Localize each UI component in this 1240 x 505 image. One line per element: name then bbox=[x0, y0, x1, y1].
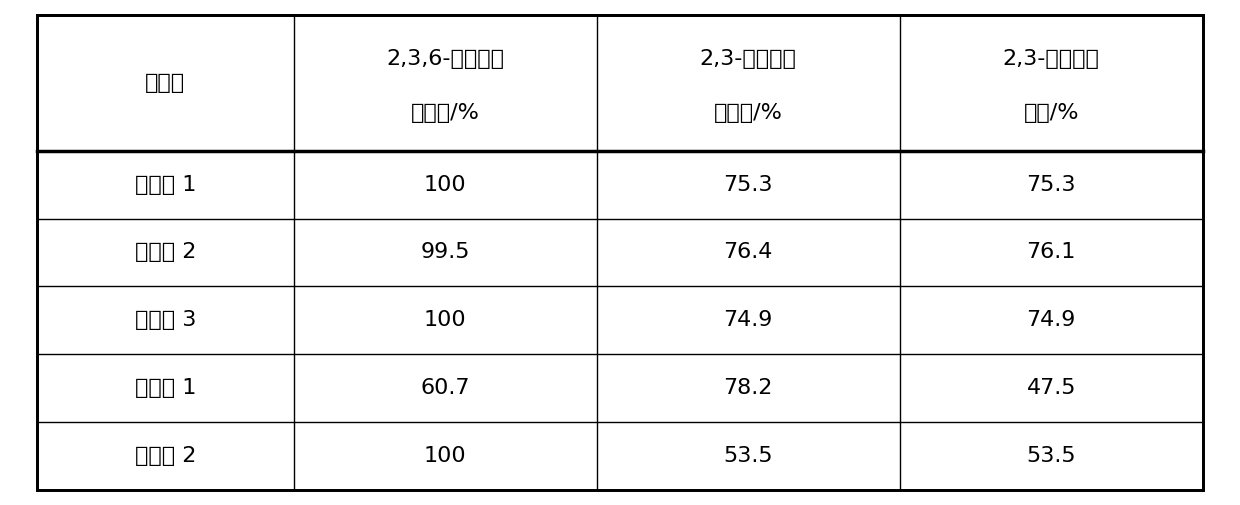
Text: 对比例 2: 对比例 2 bbox=[135, 446, 196, 466]
Text: 53.5: 53.5 bbox=[723, 446, 773, 466]
Text: 100: 100 bbox=[424, 446, 466, 466]
Text: 76.4: 76.4 bbox=[723, 242, 773, 263]
Text: 75.3: 75.3 bbox=[1027, 175, 1076, 195]
Text: 2,3,6-三氯吡啶: 2,3,6-三氯吡啶 bbox=[386, 48, 505, 69]
Text: 实施例 3: 实施例 3 bbox=[135, 310, 196, 330]
Text: 收率/%: 收率/% bbox=[1023, 103, 1079, 123]
Text: 74.9: 74.9 bbox=[723, 310, 773, 330]
Text: 53.5: 53.5 bbox=[1027, 446, 1076, 466]
Text: 100: 100 bbox=[424, 175, 466, 195]
Text: 实施例 2: 实施例 2 bbox=[135, 242, 196, 263]
Text: 100: 100 bbox=[424, 310, 466, 330]
Text: 74.9: 74.9 bbox=[1027, 310, 1076, 330]
Text: 99.5: 99.5 bbox=[420, 242, 470, 263]
Text: 2,3-三氯吡啶: 2,3-三氯吡啶 bbox=[699, 48, 796, 69]
Text: 转化率/%: 转化率/% bbox=[410, 103, 480, 123]
Text: 60.7: 60.7 bbox=[420, 378, 470, 398]
Text: 47.5: 47.5 bbox=[1027, 378, 1076, 398]
Text: 实施例 1: 实施例 1 bbox=[135, 175, 196, 195]
Text: 催化剂: 催化剂 bbox=[145, 73, 186, 93]
Text: 76.1: 76.1 bbox=[1027, 242, 1076, 263]
Text: 对比例 1: 对比例 1 bbox=[135, 378, 196, 398]
Text: 2,3-三氯吡啶: 2,3-三氯吡啶 bbox=[1003, 48, 1100, 69]
Text: 选择性/%: 选择性/% bbox=[714, 103, 782, 123]
Text: 75.3: 75.3 bbox=[723, 175, 773, 195]
Text: 78.2: 78.2 bbox=[723, 378, 773, 398]
